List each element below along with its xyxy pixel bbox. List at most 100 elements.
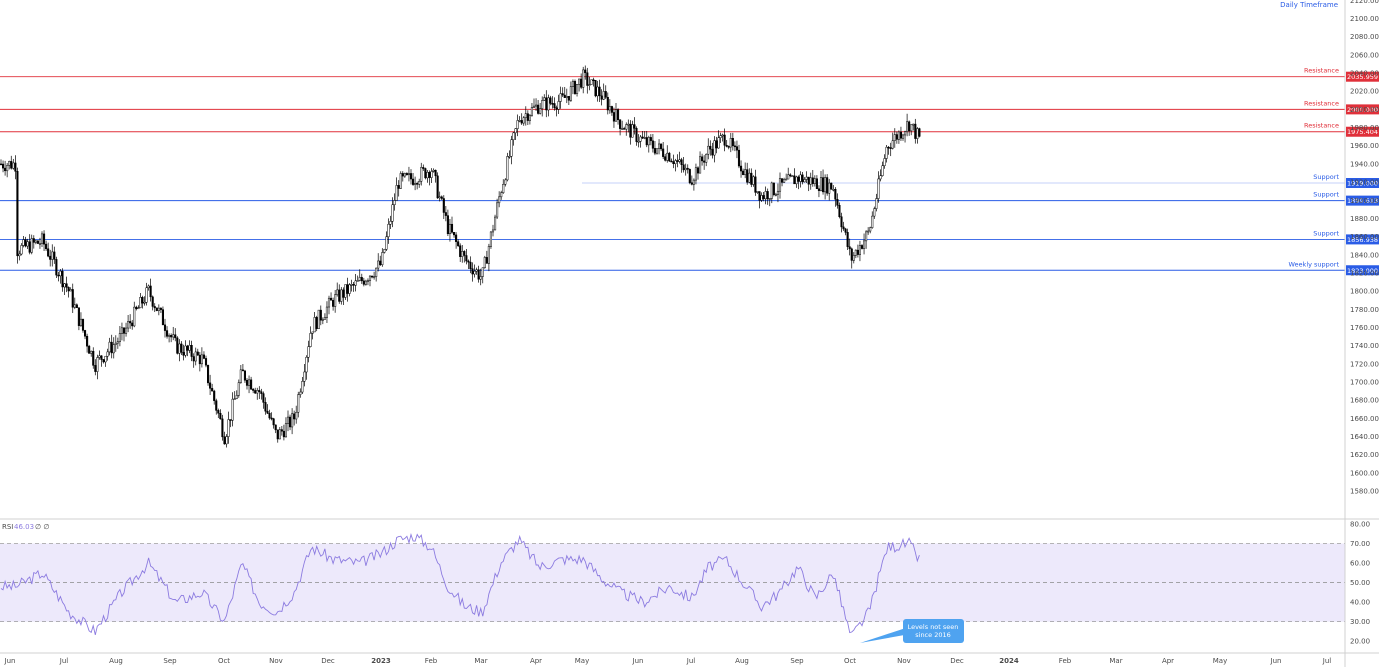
candle-body — [553, 103, 556, 109]
candle-body — [578, 78, 581, 85]
candle-body — [200, 354, 203, 365]
candle-body — [366, 280, 369, 282]
price-tick-label: 1940.000 — [1350, 160, 1379, 168]
time-tick-label: Sep — [163, 657, 177, 665]
candle-body — [317, 309, 320, 329]
candle-body — [471, 268, 474, 275]
candle-body — [733, 145, 736, 148]
candle-body — [664, 156, 667, 161]
level-price-tag — [1346, 71, 1379, 82]
candle-body — [45, 243, 48, 250]
candle-body — [504, 179, 507, 185]
candle-body — [79, 318, 83, 326]
candle-body — [600, 95, 603, 100]
candle-body — [489, 231, 492, 247]
candle-body — [166, 330, 169, 337]
candle-body — [584, 69, 587, 74]
candle-body — [684, 167, 687, 171]
candle-body — [502, 184, 505, 193]
candle-body — [399, 173, 402, 189]
candle-body — [469, 261, 472, 269]
candle-body — [627, 123, 630, 126]
candle-body — [348, 284, 351, 294]
candle-body — [596, 86, 599, 97]
level-price-value: 2035.959 — [1347, 73, 1378, 81]
candle-body — [414, 183, 417, 185]
level-price-tag — [1346, 265, 1379, 276]
level-label: Resistance — [1304, 67, 1339, 75]
candle-body — [61, 270, 64, 288]
time-tick-label: May — [1213, 657, 1227, 665]
candle-body — [844, 228, 847, 233]
candle-body — [758, 191, 761, 201]
candle-body — [668, 152, 671, 162]
candle-body — [746, 169, 749, 183]
price-tick-label: 2100.000 — [1350, 15, 1379, 23]
candle-body — [223, 436, 226, 445]
candle-body — [897, 131, 900, 140]
candle-body — [248, 379, 251, 386]
candle-body — [916, 128, 919, 139]
candle-body — [893, 134, 896, 141]
candle-body — [375, 267, 378, 277]
candle-body — [658, 143, 661, 149]
candle-body — [75, 304, 78, 308]
candle-body — [4, 167, 7, 172]
candle-body — [424, 168, 427, 179]
candle-body — [789, 174, 792, 177]
candle-body — [594, 80, 597, 97]
candle-body — [422, 167, 425, 169]
candle-body — [629, 123, 632, 138]
price-tick-label: 1680.000 — [1350, 397, 1379, 405]
callout-tail — [860, 624, 918, 643]
rsi-legend: RSI 46.03 ∅ ∅ — [2, 523, 49, 531]
candle-body — [168, 335, 171, 337]
candle-body — [828, 182, 831, 194]
candle-body — [506, 156, 509, 181]
candle-body — [459, 245, 462, 257]
candle-body — [368, 275, 372, 281]
price-tick-label: 1960.000 — [1350, 142, 1379, 150]
candle-body — [813, 178, 816, 184]
candle-body — [401, 173, 404, 177]
candle-body — [371, 275, 374, 278]
candle-body — [207, 364, 210, 384]
candle-body — [865, 231, 868, 242]
candle-body — [701, 156, 704, 162]
candle-body — [461, 251, 464, 257]
candle-body — [674, 160, 677, 165]
candle-body — [846, 232, 849, 247]
candle-body — [532, 105, 536, 108]
candle-body — [139, 297, 142, 309]
candle-body — [450, 223, 454, 233]
candle-body — [717, 137, 720, 149]
candle-body — [28, 241, 31, 253]
candle-body — [272, 418, 275, 426]
candle-body — [822, 177, 825, 193]
candle-body — [344, 284, 347, 298]
candle-body — [904, 131, 907, 136]
time-tick-label: Oct — [218, 657, 230, 665]
time-tick-label: Oct — [844, 657, 856, 665]
candle-body — [332, 300, 335, 307]
candle-body — [582, 69, 585, 88]
candle-body — [174, 334, 177, 339]
candle-body — [330, 297, 333, 301]
candle-body — [8, 161, 11, 166]
candle-body — [86, 335, 89, 347]
candle-body — [557, 101, 560, 110]
candle-body — [100, 355, 103, 360]
candle-body — [153, 306, 156, 309]
candle-body — [360, 277, 363, 282]
candle-body — [92, 350, 95, 366]
candle-body — [551, 103, 554, 105]
candle-body — [315, 317, 318, 329]
candle-body — [18, 253, 21, 257]
candle-body — [16, 171, 19, 257]
price-tick-label: 1600.000 — [1350, 469, 1379, 477]
candle-body — [239, 369, 242, 383]
level-price-value: 1823.000 — [1347, 267, 1378, 275]
candle-body — [274, 424, 277, 431]
candle-body — [129, 321, 132, 324]
